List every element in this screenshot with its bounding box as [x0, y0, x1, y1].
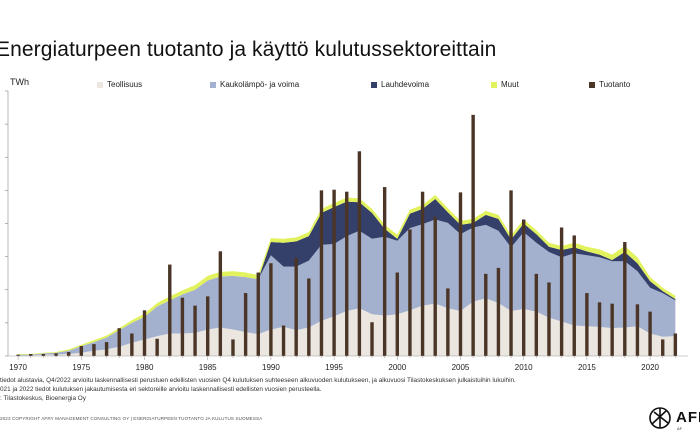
production-bar [92, 344, 96, 356]
chart-notes: tiedot alustavia, Q4/2022 arvioitu laske… [0, 376, 516, 403]
production-bar [206, 296, 210, 356]
legend-item-kaukolampo: Kaukolämpö- ja voima [210, 80, 299, 89]
legend-swatch [210, 81, 216, 88]
legend-label: Muut [501, 80, 519, 89]
production-bar [446, 288, 450, 356]
legend-label: Teollisuus [107, 80, 143, 89]
legend-item-lauhdevoima: Lauhdevoima [371, 80, 429, 89]
production-bar [610, 303, 614, 356]
production-bar [433, 216, 437, 356]
x-tick-label: 1980 [136, 363, 154, 372]
chart-title: Energiaturpeen tuotanto ja käyttö kulutu… [0, 38, 497, 61]
production-bar [79, 346, 84, 356]
legend-label: Kaukolämpö- ja voima [220, 80, 300, 89]
production-bar [458, 192, 463, 356]
production-bar [294, 257, 298, 356]
production-bar [623, 242, 627, 356]
production-bar [104, 342, 109, 356]
legend-label: Tuotanto [599, 80, 631, 89]
production-bar [648, 311, 652, 356]
legend-item-teollisuus: Teollisuus [97, 80, 142, 89]
x-tick-label: 1970 [9, 363, 27, 372]
logo-subtext: AF [677, 426, 683, 431]
production-bar [307, 278, 311, 356]
production-bar [231, 339, 235, 356]
production-bar [395, 272, 399, 356]
production-bar [281, 325, 286, 356]
production-bar [117, 328, 121, 356]
note-line: 021 ja 2022 tiedot kulutuksen jakautumis… [0, 386, 322, 393]
legend-item-tuotanto: Tuotanto [589, 80, 630, 89]
production-bar [332, 189, 336, 356]
production-bar [597, 302, 602, 356]
x-tick-label: 2015 [578, 363, 596, 372]
afry-logo-icon [649, 407, 671, 429]
note-line: tiedot alustavia, Q4/2022 arvioitu laske… [0, 377, 516, 384]
production-bar [357, 151, 362, 356]
production-bar [420, 191, 425, 356]
production-bar [180, 297, 185, 356]
production-bar [635, 304, 640, 356]
production-bar [534, 273, 539, 356]
production-bar [559, 227, 564, 356]
production-bar [256, 272, 260, 356]
production-bar [155, 338, 159, 356]
production-bar [319, 190, 324, 356]
production-bar [269, 263, 273, 356]
production-bar [16, 354, 20, 356]
logo-text: AFR [676, 409, 700, 426]
production-bar [345, 191, 349, 356]
production-bar [41, 354, 46, 356]
production-bar [521, 219, 526, 356]
legend-swatch [97, 81, 103, 88]
copyright-footer: 2023 COPYRIGHT AFRY MANAGEMENT CONSULTIN… [0, 416, 263, 421]
x-tick-label: 2020 [641, 363, 659, 372]
x-tick-label: 1975 [72, 363, 90, 372]
legend-swatch [589, 81, 595, 88]
production-bar [142, 310, 147, 356]
x-tick-label: 2000 [388, 363, 406, 372]
production-bar [54, 353, 58, 356]
production-bar [408, 229, 412, 356]
production-bar [496, 267, 501, 356]
production-bar [243, 293, 248, 356]
legend-label: Lauhdevoima [381, 80, 430, 89]
production-bar [509, 190, 513, 356]
production-bar [547, 282, 551, 356]
production-bar [193, 305, 197, 356]
production-bar [130, 333, 134, 356]
production-bar [370, 322, 374, 356]
production-bar [572, 235, 576, 356]
legend-item-muut: Muut [491, 80, 519, 89]
legend-swatch [371, 81, 377, 88]
production-bar [484, 273, 488, 356]
legend-swatch [491, 81, 497, 88]
production-bar [66, 352, 71, 356]
x-tick-label: 1985 [199, 363, 217, 372]
x-tick-label: 2005 [452, 363, 470, 372]
x-tick-label: 1995 [325, 363, 343, 372]
production-bar [661, 339, 665, 356]
x-tick-label: 1990 [262, 363, 280, 372]
note-line: : Tilastokeskus, Bioenergia Oy [0, 395, 86, 402]
production-bar [382, 187, 387, 356]
production-bar [673, 333, 678, 356]
production-bar [168, 264, 172, 356]
production-bar [29, 354, 33, 356]
production-bar [471, 114, 475, 356]
production-bar [218, 251, 223, 356]
y-axis-unit-label: TWh [10, 77, 29, 87]
production-bar [585, 293, 589, 356]
legend: Teollisuus Kaukolämpö- ja voima Lauhdevo… [0, 80, 700, 94]
x-tick-label: 2010 [515, 363, 533, 372]
